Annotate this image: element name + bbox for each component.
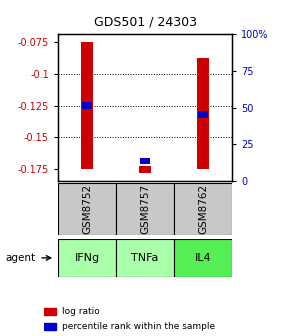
Bar [197,111,209,118]
Text: GDS501 / 24303: GDS501 / 24303 [93,15,197,28]
Text: GSM8752: GSM8752 [82,184,92,234]
Text: IL4: IL4 [195,253,211,263]
Text: TNFa: TNFa [131,253,159,263]
Bar [58,239,116,277]
Bar [174,239,232,277]
Bar [139,166,151,173]
Text: percentile rank within the sample: percentile rank within the sample [62,322,215,331]
Text: agent: agent [6,253,36,263]
Bar [174,183,232,235]
Text: GSM8757: GSM8757 [140,184,150,234]
Bar [44,323,56,330]
Text: GSM8762: GSM8762 [198,184,208,234]
Bar [81,42,93,169]
Bar [139,158,151,164]
Text: IFNg: IFNg [75,253,99,263]
Text: log ratio: log ratio [62,307,99,316]
Bar [197,57,209,169]
Bar [116,183,174,235]
Bar [81,102,93,109]
Bar [44,307,56,315]
Bar [58,183,116,235]
Bar [116,239,174,277]
